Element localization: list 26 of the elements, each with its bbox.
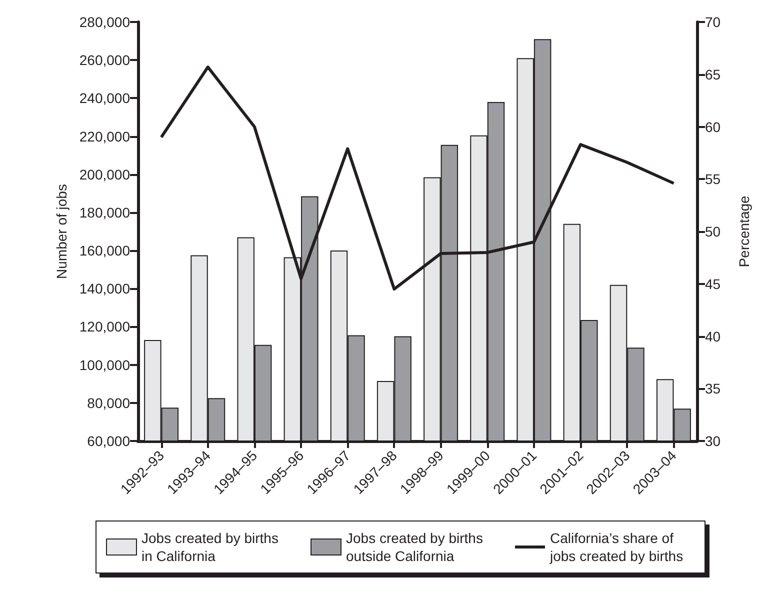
y-tick-label: 60,000: [87, 433, 130, 449]
y2-tick-label: 55: [705, 171, 721, 188]
y2-tick-label: 65: [705, 66, 721, 82]
y-tick-label: 80,000: [87, 394, 130, 411]
legend-label: Jobs created by births outside California: [346, 530, 487, 564]
y2-tick-label: 30: [705, 433, 721, 449]
y2-axis-title: Percentage: [736, 195, 752, 268]
y-tick-label: 100,000: [79, 356, 130, 373]
y-tick-label: 200,000: [79, 166, 130, 182]
y2-tick-label: 50: [705, 224, 721, 240]
y-tick-label: 240,000: [79, 90, 130, 106]
y-tick-label: 140,000: [79, 280, 130, 297]
y-tick-label: 260,000: [79, 52, 130, 68]
y-tick-label: 280,000: [79, 14, 130, 30]
y2-tick-label: 70: [705, 14, 721, 30]
y-tick-label: 220,000: [79, 128, 130, 144]
y-tick-label: 180,000: [79, 204, 130, 220]
legend-label: Jobs created by births in California: [142, 530, 282, 564]
legend-label: California’s share of jobs created by births: [549, 530, 684, 564]
y2-tick-label: 60: [705, 118, 721, 135]
y2-tick-label: 45: [705, 276, 721, 292]
y2-tick-label: 35: [705, 380, 721, 397]
y2-tick-label: 40: [705, 328, 721, 344]
y-tick-label: 120,000: [79, 318, 130, 335]
y-axis-title: Number of jobs: [53, 184, 70, 279]
y-tick-label: 160,000: [79, 242, 130, 259]
